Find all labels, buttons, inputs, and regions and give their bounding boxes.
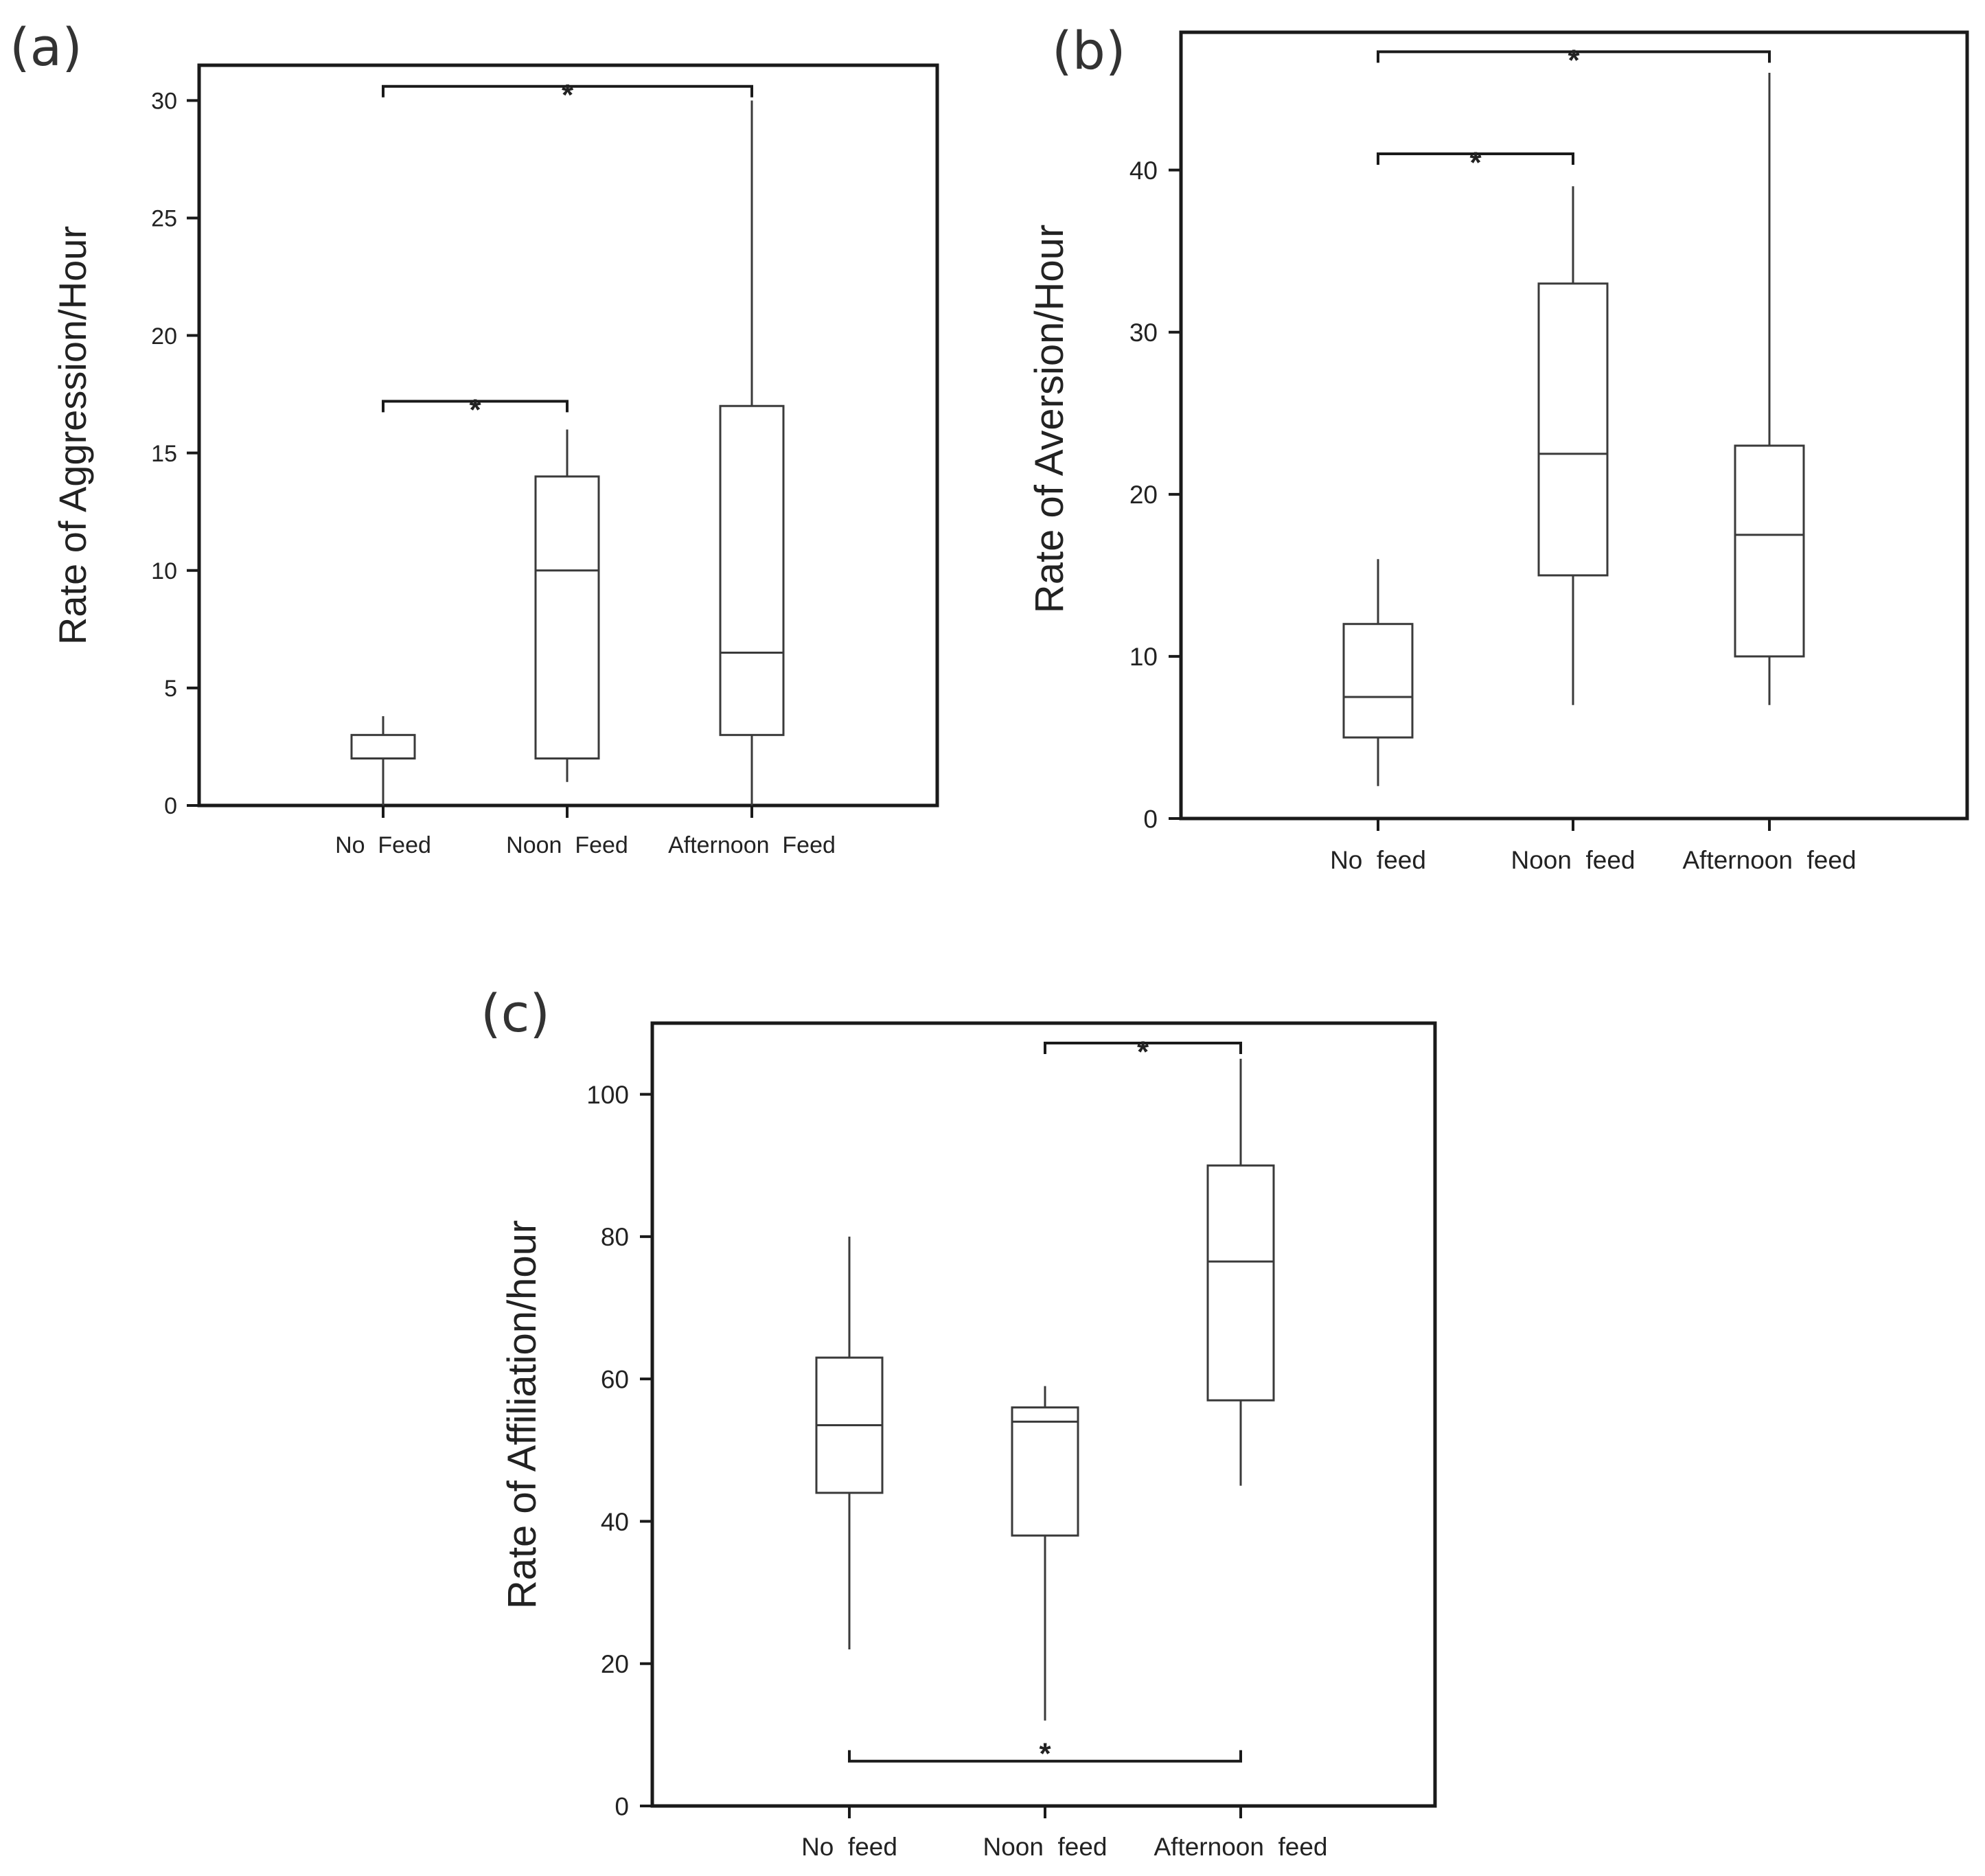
panel-b-medians (1344, 453, 1804, 698)
panel-a-y-tick-label-6: 30 (151, 89, 177, 115)
panel-a-category-label-2: Afternoon Feed (668, 832, 836, 858)
panel-a-significance-bracket-1 (382, 84, 753, 98)
panel-a-significance-label-0: * (469, 393, 481, 427)
panel-a-category-label-0: No Feed (335, 832, 431, 858)
panel-b-category-label-1: Noon feed (1511, 846, 1635, 874)
panel-b-box-0 (1342, 623, 1414, 739)
panel-a-boxes (350, 404, 785, 760)
panel-c-box-1 (1011, 1406, 1079, 1537)
panel-a-box-2 (719, 404, 785, 736)
panel-a-box-1 (534, 475, 600, 760)
panel-b-y-tick-label-0: 0 (1143, 805, 1158, 833)
panel-c-whiskers (848, 1058, 1242, 1721)
panel-c-y-tick-label-3: 60 (601, 1366, 629, 1394)
panel-a-significance-label-1: * (562, 78, 574, 112)
panel-c-significance-bracket-0 (1044, 1042, 1242, 1055)
panel-a-category-label-1: Noon Feed (506, 832, 628, 858)
panel-a-box-0 (350, 733, 416, 760)
panel-c-category-label-1: Noon feed (983, 1833, 1107, 1861)
panel-b-significance-label-1: * (1568, 44, 1580, 78)
panel-b-category-label-2: Afternoon feed (1682, 846, 1856, 874)
panel-a-y-tick-label-4: 20 (151, 323, 177, 350)
panel-b-y-ticks: 0 10 20 30 40 (1129, 157, 1771, 833)
panel-c-y-tick-label-1: 20 (601, 1650, 629, 1678)
panel-b-significance: ** (1377, 44, 1771, 179)
panel-c-category-label-2: Afternoon feed (1154, 1833, 1327, 1861)
panel-a-whiskers (382, 100, 753, 805)
panel-a-y-ticks: 0 5 10 15 20 25 30 (151, 89, 753, 819)
panel-c-y-ticks: 0 20 40 60 80 100 (586, 1081, 1242, 1820)
panel-c-y-tick-label-0: 0 (615, 1792, 629, 1820)
panel-a-y-tick-label-0: 0 (164, 793, 177, 819)
panel-b-whiskers (1377, 73, 1771, 786)
panel-b-y-tick-label-2: 20 (1129, 481, 1158, 509)
panel-b-label: (b) (1052, 20, 1126, 81)
panel-b-box-2 (1734, 444, 1805, 658)
panel-a-y-tick-label-5: 25 (151, 206, 177, 232)
panel-a: (a) Rate of Aggression/Hour 0 5 10 15 20 25 30… (10, 16, 939, 858)
panel-b-boxes (1342, 282, 1805, 739)
panel-a-significance: ** (382, 78, 753, 427)
panel-c-label: (c) (481, 983, 550, 1044)
panel-b-y-tick-label-4: 40 (1129, 157, 1158, 185)
panel-a-label: (a) (10, 16, 82, 78)
panel-c-significance-label-1: * (1039, 1737, 1051, 1771)
panel-b-category-label-0: No feed (1330, 846, 1426, 874)
panel-c-significance-bracket-1 (848, 1750, 1242, 1763)
panel-a-y-tick-label-1: 5 (164, 676, 177, 702)
panel-c-significance: ** (848, 1035, 1242, 1771)
panel-b-y-tick-label-1: 10 (1129, 643, 1158, 671)
panel-a-y-tick-label-3: 15 (151, 441, 177, 467)
panel-c-y-tick-label-5: 100 (586, 1081, 629, 1109)
panel-c-category-label-0: No feed (801, 1833, 897, 1861)
panel-c-y-tick-label-4: 80 (601, 1223, 629, 1251)
panel-b-box-1 (1537, 282, 1609, 577)
panel-a-y-tick-label-2: 10 (151, 558, 177, 584)
panel-a-y-axis-label: Rate of Aggression/Hour (51, 226, 94, 645)
panel-b-significance-bracket-0 (1377, 152, 1574, 165)
panel-a-medians (352, 569, 783, 760)
panel-c-y-axis-label: Rate of Affiliation/hour (500, 1220, 544, 1609)
panel-a-significance-bracket-0 (382, 400, 569, 413)
panel-c-medians (816, 1260, 1274, 1427)
panel-c-significance-label-0: * (1137, 1035, 1149, 1068)
panel-c-boxes (815, 1164, 1275, 1537)
panel-c-y-tick-label-2: 40 (601, 1508, 629, 1536)
panel-c-box-2 (1206, 1164, 1275, 1402)
panel-c: (c) Rate of Affiliation/hour 0 20 40 60 80 10… (481, 983, 1437, 1861)
panel-b-y-axis-label: Rate of Aversion/Hour (1027, 225, 1072, 613)
panel-b-y-tick-label-3: 30 (1129, 319, 1158, 347)
panel-b-significance-label-0: * (1469, 146, 1482, 179)
panel-b-significance-bracket-1 (1377, 50, 1771, 63)
